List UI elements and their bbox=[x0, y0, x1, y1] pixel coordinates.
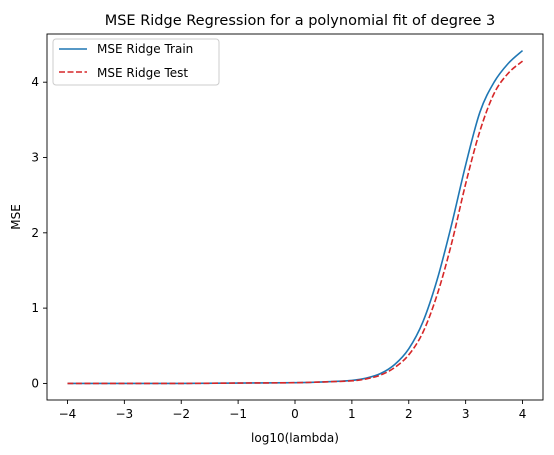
x-tick-label: 1 bbox=[348, 407, 356, 421]
series-line-test bbox=[67, 60, 524, 385]
y-tick-label: 4 bbox=[31, 75, 39, 89]
x-tick-label: 2 bbox=[405, 407, 413, 421]
series-layer bbox=[67, 49, 524, 385]
x-tick-label: −3 bbox=[116, 407, 134, 421]
y-axis-label: MSE bbox=[9, 204, 23, 230]
plot-background bbox=[47, 34, 543, 400]
y-axis: 0 1 2 3 4 bbox=[31, 75, 47, 390]
x-tick-label: 3 bbox=[462, 407, 470, 421]
legend-box bbox=[52, 38, 220, 86]
plot-area bbox=[46, 33, 544, 401]
x-axis-label: log10(lambda) bbox=[251, 431, 339, 445]
legend-label-test: MSE Ridge Test bbox=[97, 66, 188, 80]
x-tick-label: 4 bbox=[519, 407, 527, 421]
x-axis: −4 −3 −2 −1 0 1 2 3 4 bbox=[59, 400, 527, 421]
y-tick-label: 2 bbox=[31, 226, 39, 240]
x-tick-label: −4 bbox=[59, 407, 77, 421]
y-tick-label: 0 bbox=[31, 376, 39, 390]
x-tick-label: −2 bbox=[172, 407, 190, 421]
x-tick-label: 0 bbox=[291, 407, 299, 421]
chart-title: MSE Ridge Regression for a polynomial fi… bbox=[105, 13, 496, 29]
legend-label-train: MSE Ridge Train bbox=[97, 42, 193, 56]
y-tick-label: 3 bbox=[31, 151, 39, 165]
y-tick-label: 1 bbox=[31, 301, 39, 315]
x-tick-label: −1 bbox=[229, 407, 247, 421]
legend: MSE Ridge Train MSE Ridge Test bbox=[52, 38, 220, 86]
